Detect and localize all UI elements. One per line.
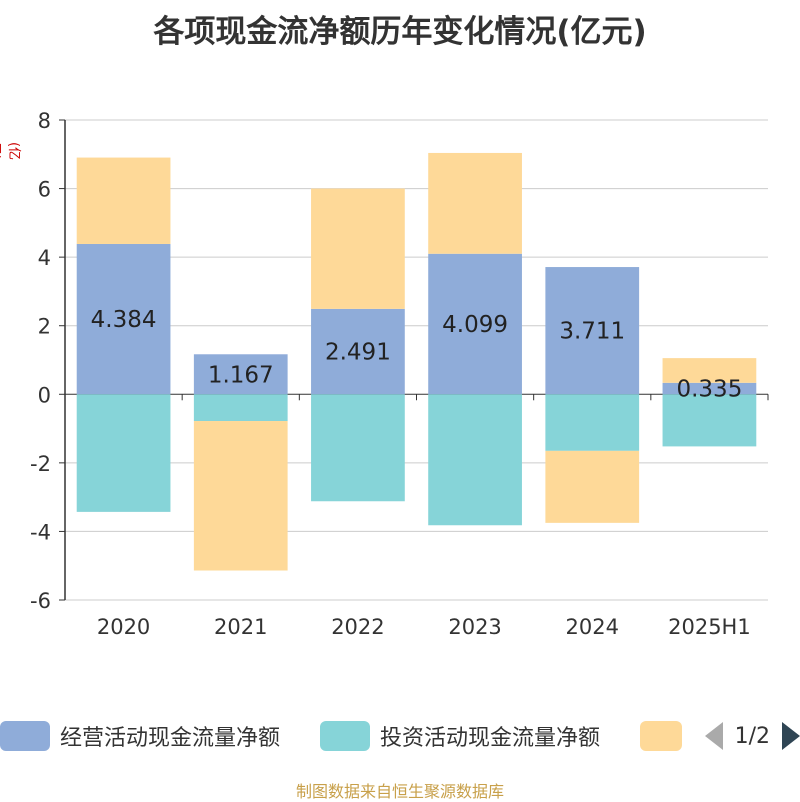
bar-series0-2023 (428, 253, 522, 395)
bar-series0-2024 (545, 267, 640, 395)
x-tick-label: 2022 (331, 615, 384, 639)
bar-series1-2025H1 (662, 394, 757, 447)
bar-series2-2025H1 (662, 358, 757, 383)
chart-plot: 8 6 4 2 0 -2 -4 -6 4.384 1.167 2.491 4.099 3.711 0.33… (30, 109, 769, 639)
bar-series2-2021 (193, 421, 288, 571)
legend-swatch-operating (0, 721, 50, 751)
legend-item-investing[interactable]: 投资活动现金流量净额 (320, 716, 600, 756)
legend-swatch-third-series (640, 721, 682, 751)
y-tick-label: 6 (38, 178, 51, 202)
data-label-2024: 3.711 (559, 319, 625, 345)
x-tick-label: 2024 (566, 615, 619, 639)
legend-item-operating[interactable]: 经营活动现金流量净额 (0, 716, 280, 756)
y-tick-label: 8 (38, 109, 51, 133)
y-tick-label: -4 (30, 520, 51, 544)
x-tick-label: 2021 (214, 615, 267, 639)
x-tick-label: 2023 (448, 615, 501, 639)
x-tick-label: 2020 (97, 615, 150, 639)
data-label-2022: 2.491 (325, 340, 391, 366)
data-label-2021: 1.167 (208, 362, 274, 388)
y-tick-label: 2 (38, 315, 51, 339)
bar-series2-2020 (76, 157, 171, 244)
y-tick-label: -2 (30, 452, 51, 476)
bar-series1-2020 (76, 394, 171, 512)
bar-series0-2025H1 (662, 382, 757, 395)
bar-series2-2022 (311, 188, 405, 309)
bar-series0-2022 (311, 308, 405, 395)
x-tick-label: 2025H1 (668, 615, 751, 639)
legend: 经营活动现金流量净额 投资活动现金流量净额 (0, 716, 800, 756)
legend-label-operating: 经营活动现金流量净额 (60, 726, 281, 751)
y-tick-label: -6 (30, 589, 51, 613)
data-label-2020: 4.384 (91, 307, 157, 333)
bar-series2-2023 (428, 152, 522, 254)
bar-series0-2020 (76, 243, 171, 395)
legend-swatch-investing (320, 721, 370, 751)
bar-series1-2021 (193, 394, 288, 422)
y-tick-label: 0 (38, 383, 51, 407)
legend-pager: 1/2 (704, 716, 800, 756)
bar-series0-2021 (193, 354, 288, 395)
bar-series1-2024 (545, 394, 640, 451)
legend-page-indicator: 1/2 (734, 723, 770, 749)
y-tick-label: 4 (38, 246, 51, 270)
bar-series2-2024 (545, 450, 640, 523)
data-label-2023: 4.099 (442, 312, 508, 338)
legend-item-third-series[interactable] (640, 716, 692, 756)
source-footer: 制图数据来自恒生聚源数据库 (295, 782, 504, 801)
data-label-2025H1: 0.335 (676, 377, 742, 403)
legend-next-page-icon[interactable] (782, 722, 800, 750)
bar-series1-2022 (311, 394, 405, 502)
legend-label-investing: 投资活动现金流量净额 (380, 726, 601, 751)
chart-title: 各项现金流净额历年变化情况(亿元) (153, 14, 647, 50)
bar-series1-2023 (428, 394, 522, 526)
legend-prev-page-icon[interactable] (704, 722, 723, 750)
